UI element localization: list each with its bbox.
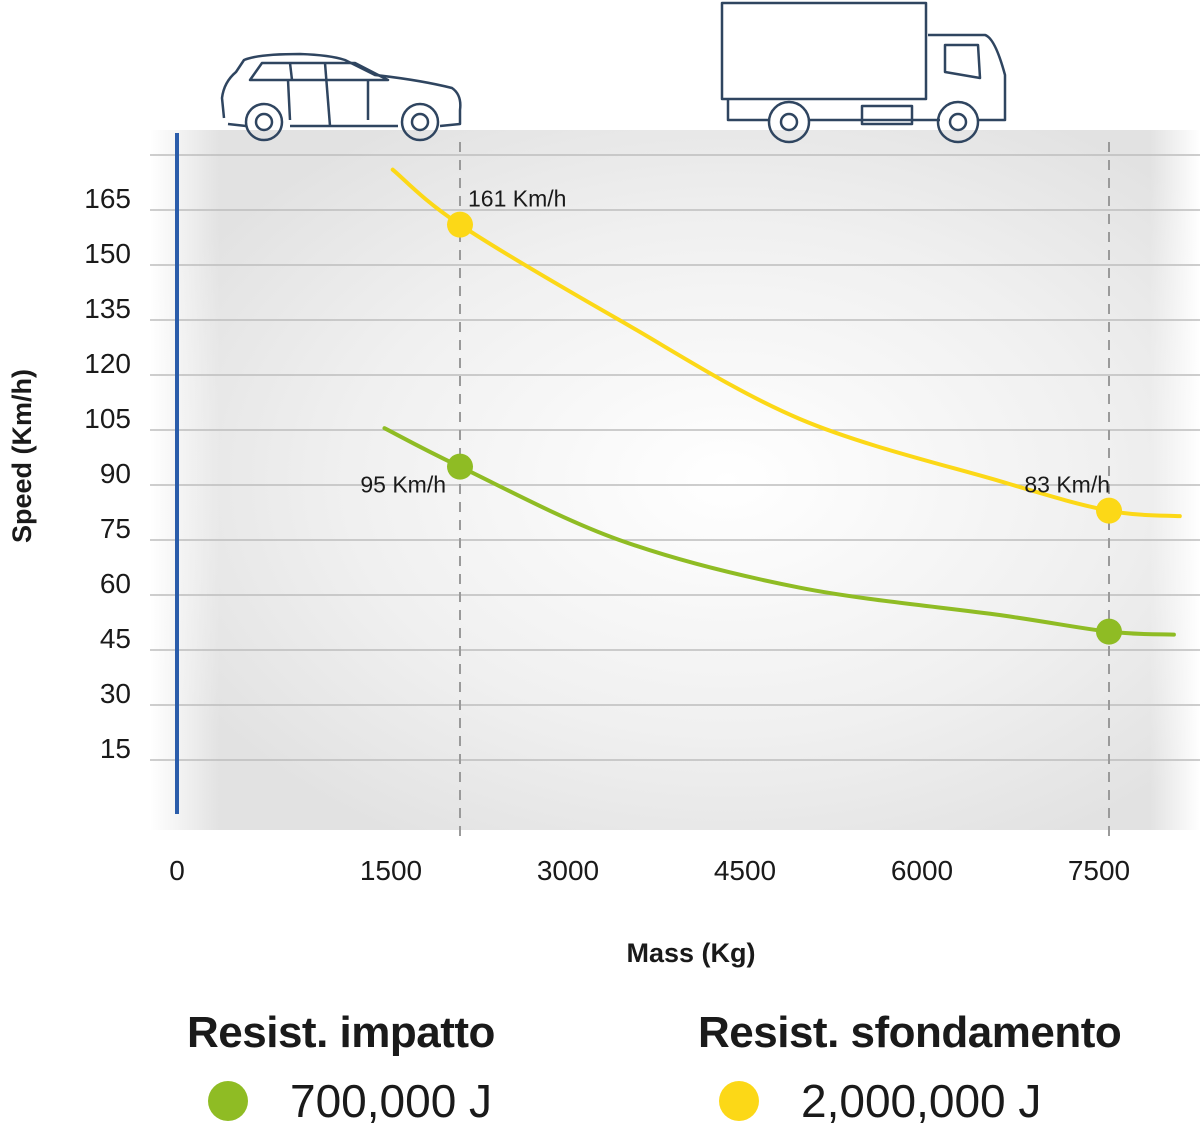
y-tick-label: 15 (100, 733, 131, 764)
x-tick-label: 1500 (360, 855, 422, 886)
x-tick-label: 7500 (1068, 855, 1130, 886)
x-axis-label: Mass (Kg) (626, 938, 755, 968)
data-label: 161 Km/h (468, 186, 566, 212)
x-tick-label: 4500 (714, 855, 776, 886)
y-tick-label: 120 (84, 348, 131, 379)
data-point (1096, 618, 1122, 645)
plot-background (150, 130, 1200, 830)
y-tick-label: 30 (100, 678, 131, 709)
series-line-sfondamento (390, 167, 1182, 519)
legend-title: Resist. impatto (187, 1008, 495, 1057)
y-tick-label: 90 (100, 458, 131, 489)
truck-icon (720, 1, 1007, 144)
data-point (447, 211, 473, 238)
legend-title: Resist. sfondamento (698, 1008, 1122, 1057)
x-tick-label: 3000 (537, 855, 599, 886)
green-dot-icon (208, 1081, 248, 1121)
data-point (1096, 497, 1122, 524)
y-tick-label: 60 (100, 568, 131, 599)
car-icon (220, 52, 462, 142)
data-label: 95 Km/h (360, 472, 446, 498)
legend-impatto: Resist. impatto 700,000 J (187, 1008, 495, 1128)
y-axis-label: Speed (Km/h) (7, 369, 37, 543)
x-tick-label: 0 (169, 855, 185, 886)
legend-value: 700,000 J (290, 1075, 493, 1127)
y-tick-label: 165 (84, 183, 131, 214)
y-tick-label: 45 (100, 623, 131, 654)
data-label: 83 Km/h (1024, 472, 1110, 498)
yellow-dot-icon (719, 1081, 759, 1121)
legend-value: 2,000,000 J (801, 1075, 1042, 1127)
y-tick-label: 105 (84, 403, 131, 434)
x-tick-label: 6000 (891, 855, 953, 886)
data-point (447, 453, 473, 480)
y-tick-label: 75 (100, 513, 131, 544)
y-tick-label: 150 (84, 238, 131, 269)
y-tick-label: 135 (84, 293, 131, 324)
legend-sfondamento: Resist. sfondamento 2,000,000 J (698, 1008, 1122, 1128)
